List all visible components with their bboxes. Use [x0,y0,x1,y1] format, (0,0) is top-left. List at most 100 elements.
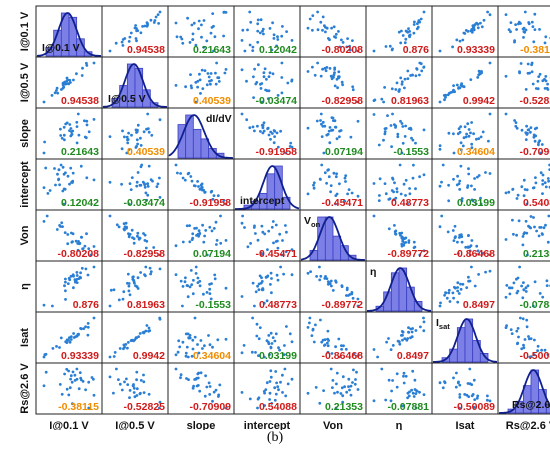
scatter-point [509,21,513,24]
histogram-bar [324,216,334,261]
scatter-point [135,336,139,340]
scatter-point [188,334,192,337]
scatter-point [273,129,277,133]
panel-frame [35,107,103,160]
scatter-point [469,131,472,135]
scatter-point [341,41,345,44]
scatter-point [411,391,415,395]
panel-1-1: I@0.5 V [101,56,169,109]
scatter-point [463,32,467,35]
scatter-point [146,182,150,186]
scatter-point [75,125,79,128]
scatter-point [330,352,334,355]
scatter-point [73,280,77,284]
scatter-point [128,182,132,186]
scatter-point [84,388,87,392]
scatter-point [516,342,519,346]
scatter-point [512,281,516,285]
scatter-point [507,28,511,32]
scatter-point [48,189,52,192]
scatter-point [534,176,537,180]
scatter-point [74,239,78,243]
scatter-point [281,25,284,28]
scatter-point [308,17,312,21]
scatter-point [261,131,265,135]
scatter-point [127,284,131,288]
scatter-point [398,342,402,346]
scatter-point [155,185,159,189]
scatter-point [44,370,48,374]
correlation-label: 0.94538 [127,44,165,56]
scatter-point [318,278,322,282]
scatter-point [403,41,407,45]
scatter-point [532,133,536,137]
scatter-point [388,44,392,48]
column-label: intercept [244,420,291,430]
scatter-point [276,246,280,250]
scatter-point [541,295,545,299]
scatter-point [452,239,456,243]
scatter-point [205,39,209,43]
scatter-point [526,62,530,66]
scatter-point [63,372,66,376]
scatter-point [355,370,358,374]
scatter-point [284,151,288,155]
scatter-point [195,384,199,388]
panel-3-3: intercept [233,158,301,211]
scatter-point [523,30,527,34]
scatter-point [216,76,220,79]
scatter-point [419,62,423,66]
scatter-point [197,351,201,355]
panel-4-2: 0.07194 [167,209,235,262]
scatter-point [356,119,360,123]
scatter-point [214,388,218,392]
scatter-point [210,229,214,233]
scatter-point [470,239,474,242]
scatter-point [257,282,261,286]
scatter-point [156,13,160,16]
scatter-point [488,112,492,116]
scatter-point [174,367,178,371]
panel-frame [233,311,301,364]
scatter-point [538,72,542,76]
scatter-point [475,244,479,248]
scatter-point [217,80,221,83]
scatter-point [240,391,244,394]
scatter-point [478,72,482,76]
scatter-point [184,85,188,89]
scatter-point [207,75,211,79]
scatter-point [397,30,401,34]
scatter-point [529,126,533,129]
scatter-point [265,299,269,303]
scatter-point [519,62,523,65]
scatter-point [112,355,116,358]
correlation-label: -0.82958 [124,248,166,260]
scatter-point [404,241,408,244]
scatter-point [253,129,256,133]
scatter-point [44,166,48,170]
scatter-point [127,289,131,293]
scatter-point [411,176,415,180]
scatter-point [531,186,535,190]
scatter-point [329,184,333,188]
scatter-point [339,392,343,395]
scatter-point [260,224,264,228]
scatter-point [384,398,388,402]
scatter-point [422,249,426,253]
scatter-point [389,124,393,127]
normal-fit-curve [102,63,168,108]
scatter-point [389,348,393,351]
panel-5-1: 0.81963 [101,260,169,313]
scatter-point [76,112,80,116]
scatter-point [79,271,82,275]
scatter-point [136,276,140,280]
panel-4-4: Von [299,209,367,262]
scatter-point [522,178,526,182]
scatter-point [396,132,400,136]
scatter-point [333,68,336,71]
scatter-point [51,304,54,308]
scatter-point [473,177,476,180]
scatter-matrix-chart: I@0.1 V 0.94538 0.21643 0.12042 -0.80208 0.87… [19,5,550,430]
scatter-point [260,100,264,104]
scatter-point [277,346,280,350]
